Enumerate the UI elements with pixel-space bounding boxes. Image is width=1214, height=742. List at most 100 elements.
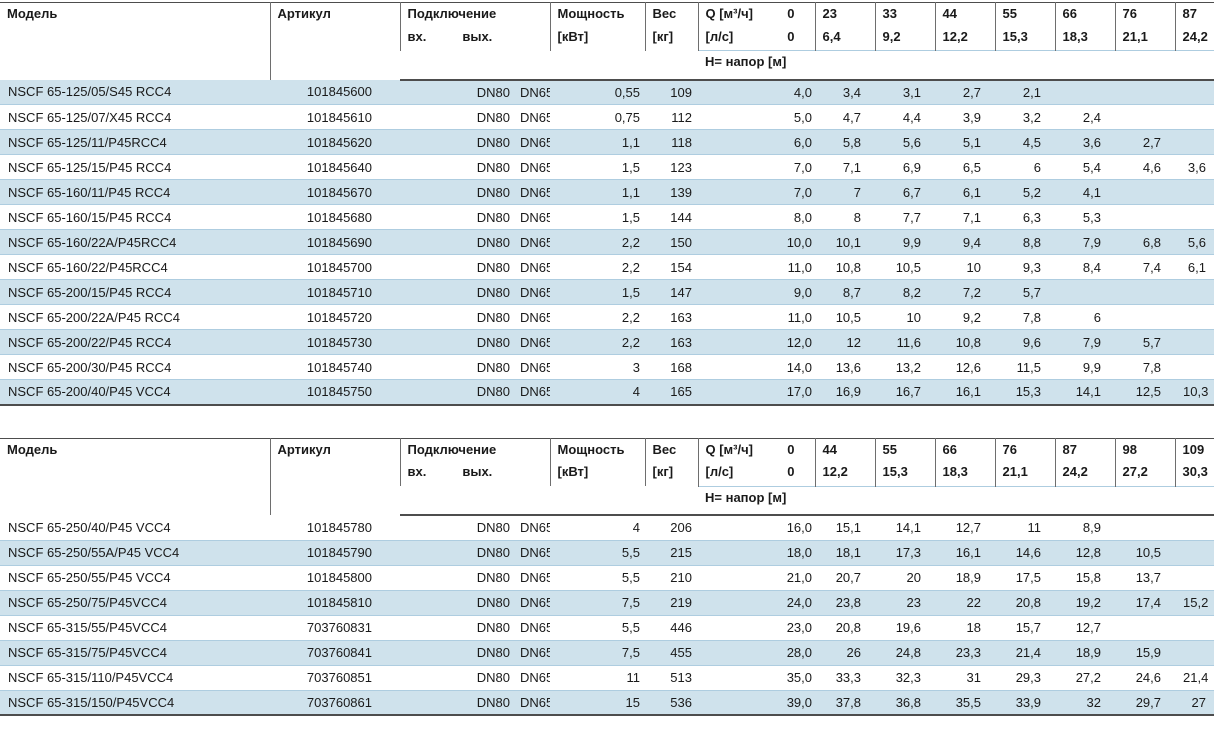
head-value-cell: 5,4 xyxy=(1082,159,1101,175)
article-cell: 101845740 xyxy=(306,359,372,375)
head-value-cell: 15,9 xyxy=(1135,645,1161,660)
head-value-cell: 19,6 xyxy=(895,620,921,635)
head-value-cell: 20,8 xyxy=(1015,595,1041,610)
head-value-cell: 18,9 xyxy=(955,570,981,585)
header-spacer xyxy=(400,486,698,516)
head-value-cell: 10 xyxy=(966,259,981,275)
head-value-cell: 7,4 xyxy=(1142,259,1161,275)
inlet-cell: DN80 xyxy=(476,234,510,250)
article-cell: 101845670 xyxy=(306,184,372,200)
head-value-cell xyxy=(1055,280,1115,305)
head-value-cell: 15,7 xyxy=(1015,620,1041,635)
table-row: NSCF 65-200/22A/P45 RCC4 101845720 DN80 DN6… xyxy=(0,305,1214,330)
head-value-cell: 12,6 xyxy=(955,359,981,375)
article-cell: 101845690 xyxy=(306,234,372,250)
power-cell: 1,1 xyxy=(621,134,640,150)
head-value-cell: 22 xyxy=(966,595,981,610)
outlet-cell: DN65 xyxy=(520,134,550,150)
weight-cell: 206 xyxy=(670,520,692,536)
table-row: NSCF 65-160/22/P45RCC4 101845700 DN80 DN65 2… xyxy=(0,255,1214,280)
head-value-cell: 16,0 xyxy=(786,520,812,536)
weight-cell: 455 xyxy=(670,645,692,660)
head-value-cell: 3,4 xyxy=(842,84,861,100)
head-value-cell: 23,8 xyxy=(835,595,861,610)
head-value-cell: 27,2 xyxy=(1075,670,1101,685)
model-cell: NSCF 65-125/11/P45RCC4 xyxy=(8,134,167,150)
table-body: NSCF 65-125/05/S45 RCC4 101845600 DN80 DN65… xyxy=(0,79,1214,405)
head-value-cell: 12,8 xyxy=(1075,545,1101,560)
col-header-power: Мощность xyxy=(549,438,645,461)
outlet-cell: DN65 xyxy=(520,234,550,250)
table-row: NSCF 65-200/40/P45 VCC4 101845750 DN80 DN65… xyxy=(0,379,1214,405)
model-cell: NSCF 65-125/05/S45 RCC4 xyxy=(8,84,172,100)
head-value-cell xyxy=(1175,565,1214,590)
head-value-cell: 12,0 xyxy=(786,334,812,350)
weight-cell: 446 xyxy=(670,620,692,635)
head-value-cell: 7,1 xyxy=(962,209,981,225)
outlet-cell: DN65 xyxy=(520,309,550,325)
head-value-cell: 15,2 xyxy=(1183,595,1209,610)
head-value-cell xyxy=(1115,305,1175,330)
outlet-cell: DN65 xyxy=(520,620,550,635)
head-value-cell: 17,3 xyxy=(895,545,921,560)
head-value-cell: 2,1 xyxy=(1022,84,1041,100)
flow-ls-value: 15,3 xyxy=(994,25,1055,51)
outlet-label: вых. xyxy=(462,28,493,44)
flow-value: 87 xyxy=(1174,2,1214,26)
outlet-cell: DN65 xyxy=(520,84,550,100)
head-value-cell: 12,5 xyxy=(1135,384,1161,400)
table-row: NSCF 65-315/150/P45VCC4 703760861 DN80 DN65… xyxy=(0,690,1214,715)
article-cell: 101845780 xyxy=(306,519,372,535)
weight-cell: 219 xyxy=(670,595,692,610)
head-value-cell: 14,1 xyxy=(1075,384,1101,400)
outlet-cell: DN65 xyxy=(520,694,550,710)
head-value-cell xyxy=(1115,205,1175,230)
col-header-article: Артикул xyxy=(269,2,400,80)
head-value-cell: 3,9 xyxy=(962,109,981,125)
inlet-cell: DN80 xyxy=(476,384,510,400)
flow-value: 44 xyxy=(814,438,875,461)
head-value-cell: 14,1 xyxy=(895,520,921,536)
head-value-cell xyxy=(1175,615,1214,640)
flow-ls-value: 18,3 xyxy=(934,461,995,486)
table-row: NSCF 65-125/11/P45RCC4 101845620 DN80 DN65 1… xyxy=(0,129,1214,155)
head-value-cell: 18,0 xyxy=(786,545,812,560)
model-cell: NSCF 65-315/110/P45VCC4 xyxy=(8,670,174,685)
head-value-cell: 18 xyxy=(966,620,981,635)
head-value-cell: 24,8 xyxy=(895,645,921,660)
flow-ls-value: 12,2 xyxy=(934,25,995,51)
head-value-cell xyxy=(1055,80,1115,105)
weight-cell: 210 xyxy=(670,570,692,585)
article-cell: 101845710 xyxy=(306,284,372,300)
col-header-model: Модель xyxy=(0,438,270,515)
head-value-cell: 10,5 xyxy=(835,309,861,325)
head-value-cell xyxy=(1175,80,1214,105)
table-row: NSCF 65-250/40/P45 VCC4 101845780 DN80 DN65… xyxy=(0,515,1214,540)
flow-ls-value: 27,2 xyxy=(1114,461,1175,486)
col-header-flow-ls: [л/с] 0 xyxy=(697,461,815,486)
flow-ls-value: 9,2 xyxy=(874,25,935,51)
col-header-power: Мощность xyxy=(549,2,645,26)
outlet-cell: DN65 xyxy=(520,670,550,685)
table-gap xyxy=(0,406,1214,438)
table-row: NSCF 65-125/07/X45 RCC4 101845610 DN80 DN65… xyxy=(0,105,1214,130)
head-value-cell: 36,8 xyxy=(895,694,921,710)
head-value-cell xyxy=(1175,355,1214,380)
outlet-cell: DN65 xyxy=(520,384,550,400)
model-cell: NSCF 65-315/150/P45VCC4 xyxy=(8,694,175,710)
flow-value: 55 xyxy=(994,2,1055,26)
outlet-cell: DN65 xyxy=(520,109,550,125)
col-header-flow-ls: [л/с] 0 xyxy=(697,25,815,51)
power-cell: 5,5 xyxy=(621,620,640,635)
head-value-cell: 6 xyxy=(1093,309,1101,325)
head-value-cell: 8,4 xyxy=(1082,259,1101,275)
head-value-cell xyxy=(1175,105,1214,130)
col-header-inlet-outlet: вх. вых. xyxy=(399,25,550,51)
head-value-cell: 23 xyxy=(906,595,921,610)
power-cell: 0,75 xyxy=(614,109,640,125)
inlet-cell: DN80 xyxy=(476,334,510,350)
head-value-cell: 13,2 xyxy=(895,359,921,375)
model-cell: NSCF 65-250/40/P45 VCC4 xyxy=(8,519,171,535)
head-value-cell: 7,7 xyxy=(902,209,921,225)
head-value-cell: 5,6 xyxy=(902,134,921,150)
